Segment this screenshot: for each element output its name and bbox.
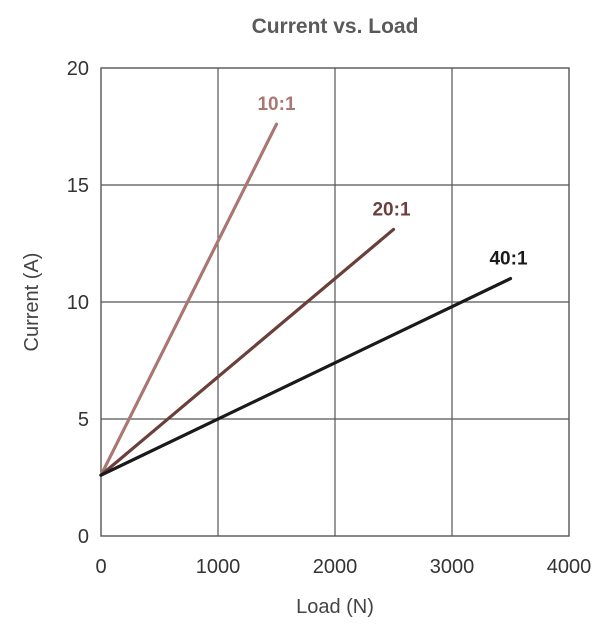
chart-title: Current vs. Load xyxy=(252,15,419,38)
x-axis-label: Load (N) xyxy=(296,596,374,618)
x-tick-label: 0 xyxy=(95,556,106,578)
x-axis-ticks: 0 1000 2000 3000 4000 xyxy=(95,556,591,578)
y-axis-label: Current (A) xyxy=(21,253,43,352)
series-labels: 10:1 20:1 40:1 xyxy=(257,94,527,269)
y-tick-label: 15 xyxy=(67,175,89,197)
y-tick-label: 0 xyxy=(78,526,89,548)
grid xyxy=(101,68,569,536)
series-line-10-1 xyxy=(99,122,279,477)
series-lines xyxy=(99,122,513,477)
y-axis-ticks: 0 5 10 15 20 xyxy=(67,58,89,548)
series-line-40-1 xyxy=(99,277,513,477)
series-label-20-1: 20:1 xyxy=(372,199,410,220)
x-tick-label: 3000 xyxy=(430,556,475,578)
y-tick-label: 10 xyxy=(67,292,89,314)
plot-frame xyxy=(100,67,570,537)
x-tick-label: 2000 xyxy=(313,556,358,578)
series-label-40-1: 40:1 xyxy=(489,249,527,270)
x-tick-label: 1000 xyxy=(196,556,241,578)
y-tick-label: 5 xyxy=(78,409,89,431)
series-label-10-1: 10:1 xyxy=(257,94,295,115)
y-tick-label: 20 xyxy=(67,58,89,80)
series-line-20-1 xyxy=(99,227,396,477)
x-tick-label: 4000 xyxy=(547,556,592,578)
